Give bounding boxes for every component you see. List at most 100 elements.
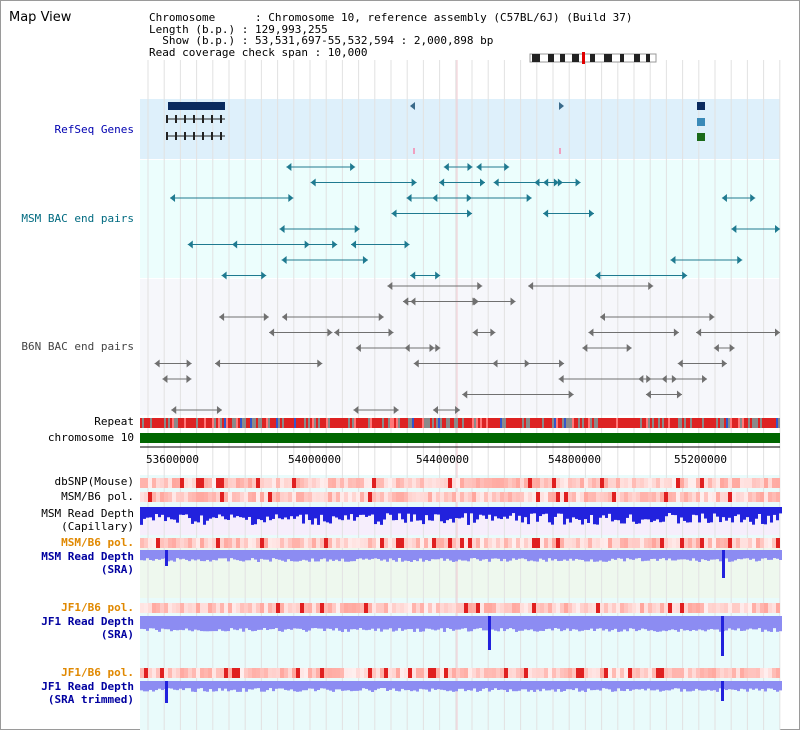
msm-pol-cell bbox=[316, 492, 320, 502]
repeat-segment bbox=[756, 418, 758, 428]
capillary-depth-bar bbox=[533, 507, 536, 514]
dbsnp-cell bbox=[708, 478, 712, 488]
msm-pol-cell bbox=[772, 492, 776, 502]
msm-bac-pair-end bbox=[493, 178, 499, 187]
track-label-jf1-depth-sra[interactable]: JF1 Read Depth bbox=[41, 615, 134, 628]
msm-pol2-cell bbox=[152, 538, 156, 548]
msm-pol2-cell bbox=[148, 538, 152, 548]
capillary-depth-bar bbox=[638, 507, 641, 524]
track-label-jf1-pol-2[interactable]: JF1/B6 pol. bbox=[61, 666, 134, 679]
jf1-sra-depth-bar bbox=[185, 616, 188, 629]
msm-sra-depth-bar bbox=[572, 550, 575, 561]
jf1-pol2-cell bbox=[292, 668, 296, 678]
track-label-msm-depth-cap-sub: (Capillary) bbox=[61, 520, 134, 533]
jf1-pol-cell bbox=[732, 603, 736, 613]
msm-pol-cell bbox=[580, 492, 584, 502]
repeat-segment bbox=[604, 418, 606, 428]
capillary-depth-bar bbox=[341, 507, 344, 521]
track-label-b6n-bac[interactable]: B6N BAC end pairs bbox=[21, 340, 134, 353]
jf1-sra-depth-bar bbox=[548, 616, 551, 629]
jf1-pol2-cell bbox=[336, 668, 340, 678]
jf1-pol2-cell bbox=[628, 668, 632, 678]
msm-sra-depth-bar bbox=[707, 550, 710, 561]
msm-pol-cell bbox=[720, 492, 724, 502]
track-label-refseq[interactable]: RefSeq Genes bbox=[54, 123, 134, 136]
msm-sra-depth-bar bbox=[167, 550, 170, 562]
repeat-segment bbox=[706, 418, 708, 428]
msm-pol-cell bbox=[596, 492, 600, 502]
jf1-trim-depth-bar bbox=[641, 681, 644, 689]
repeat-segment bbox=[594, 418, 596, 428]
track-label-dbsnp[interactable]: dbSNP(Mouse) bbox=[54, 475, 134, 488]
msm-bac-pair-end bbox=[443, 163, 449, 171]
jf1-trim-depth-bar bbox=[695, 681, 698, 689]
track-label-jf1-depth-trim[interactable]: JF1 Read Depth bbox=[41, 680, 134, 693]
track-label-msm-pol-1[interactable]: MSM/B6 pol. bbox=[61, 490, 134, 503]
jf1-trim-depth-bar bbox=[437, 681, 440, 690]
msm-pol2-cell bbox=[564, 538, 568, 548]
repeat-segment bbox=[364, 418, 366, 428]
jf1-sra-depth-bar bbox=[335, 616, 338, 629]
msm-pol-cell bbox=[256, 492, 260, 502]
track-label-msm-depth-cap[interactable]: MSM Read Depth bbox=[41, 507, 134, 520]
dbsnp-cell bbox=[492, 478, 496, 488]
msm-sra-depth-bar bbox=[773, 550, 776, 559]
repeat-segment bbox=[526, 418, 528, 428]
msm-sra-depth-bar bbox=[401, 550, 404, 562]
dbsnp-cell bbox=[464, 478, 468, 488]
jf1-pol-cell bbox=[384, 603, 388, 613]
dbsnp-cell bbox=[524, 478, 528, 488]
msm-pol-cell bbox=[164, 492, 168, 502]
jf1-pol-cell bbox=[344, 603, 348, 613]
repeat-segment bbox=[186, 418, 188, 428]
msm-pol-cell bbox=[360, 492, 364, 502]
track-label-repeat[interactable]: Repeat bbox=[94, 415, 134, 428]
msm-sra-depth-bar bbox=[266, 550, 269, 560]
msm-pol2-cell bbox=[616, 538, 620, 548]
msm-sra-depth-bar bbox=[620, 550, 623, 559]
track-label-jf1-pol-1[interactable]: JF1/B6 pol. bbox=[61, 601, 134, 614]
jf1-pol2-cell bbox=[140, 668, 144, 678]
repeat-segment bbox=[148, 418, 150, 428]
refseq-exon bbox=[184, 115, 186, 123]
repeat-segment bbox=[634, 418, 636, 428]
repeat-segment bbox=[566, 418, 568, 428]
msm-pol2-cell bbox=[312, 538, 316, 548]
repeat-segment bbox=[744, 418, 746, 428]
repeat-segment bbox=[492, 418, 494, 428]
jf1-sra-depth-bar bbox=[230, 616, 233, 629]
jf1-sra-depth-bar bbox=[485, 616, 488, 631]
msm-sra-depth-bar bbox=[458, 550, 461, 560]
jf1-trim-depth-bar bbox=[692, 681, 695, 691]
jf1-sra-depth-bar bbox=[443, 616, 446, 632]
repeat-segment bbox=[778, 418, 780, 428]
capillary-depth-bar bbox=[509, 507, 512, 516]
jf1-pol2-cell bbox=[252, 668, 256, 678]
capillary-depth-bar bbox=[410, 507, 413, 522]
msm-sra-depth-bar bbox=[500, 550, 503, 562]
track-label-msm-pol-2[interactable]: MSM/B6 pol. bbox=[61, 536, 134, 549]
repeat-segment bbox=[712, 418, 714, 428]
capillary-depth-bar bbox=[626, 507, 629, 518]
msm-pol2-cell bbox=[732, 538, 736, 548]
jf1-trim-depth-bar bbox=[185, 681, 188, 689]
track-label-msm-depth-sra[interactable]: MSM Read Depth bbox=[41, 550, 134, 563]
chromosome-bar bbox=[140, 433, 780, 443]
repeat-segment bbox=[140, 418, 142, 428]
b6n-bac-pair-end bbox=[473, 297, 479, 306]
repeat-segment bbox=[484, 418, 486, 428]
capillary-depth-bar bbox=[722, 507, 725, 518]
track-label-msm-bac[interactable]: MSM BAC end pairs bbox=[21, 212, 134, 225]
jf1-trim-depth-bar bbox=[677, 681, 680, 689]
jf1-pol-cell bbox=[748, 603, 752, 613]
msm-sra-depth-bar bbox=[215, 550, 218, 561]
msm-sra-depth-bar bbox=[569, 550, 572, 559]
repeat-segment bbox=[740, 418, 742, 428]
jf1-pol-cell bbox=[620, 603, 624, 613]
jf1-pol-cell bbox=[496, 603, 500, 613]
jf1-pol-cell bbox=[708, 603, 712, 613]
repeat-segment bbox=[640, 418, 642, 428]
jf1-trim-depth-bar bbox=[353, 681, 356, 691]
b6n-bac-pair-end bbox=[355, 344, 361, 352]
